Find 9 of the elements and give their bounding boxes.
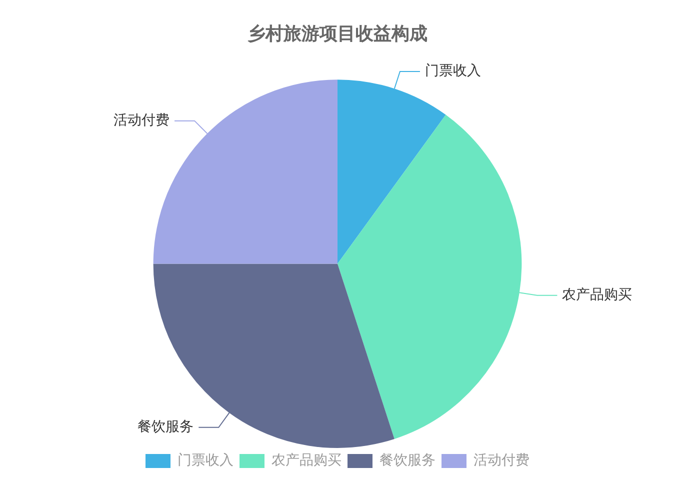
legend-label: 活动付费 bbox=[474, 452, 530, 469]
legend-label: 门票收入 bbox=[178, 452, 234, 469]
slice-label: 活动付费 bbox=[114, 112, 170, 128]
legend-label: 农产品购买 bbox=[272, 452, 342, 469]
chart-title: 乡村旅游项目收益构成 bbox=[248, 23, 428, 44]
slice-label: 门票收入 bbox=[424, 63, 481, 80]
legend-label: 餐饮服务 bbox=[380, 452, 436, 469]
slice-label: 餐饮服务 bbox=[138, 419, 194, 436]
slice-label: 农产品购买 bbox=[562, 287, 632, 304]
